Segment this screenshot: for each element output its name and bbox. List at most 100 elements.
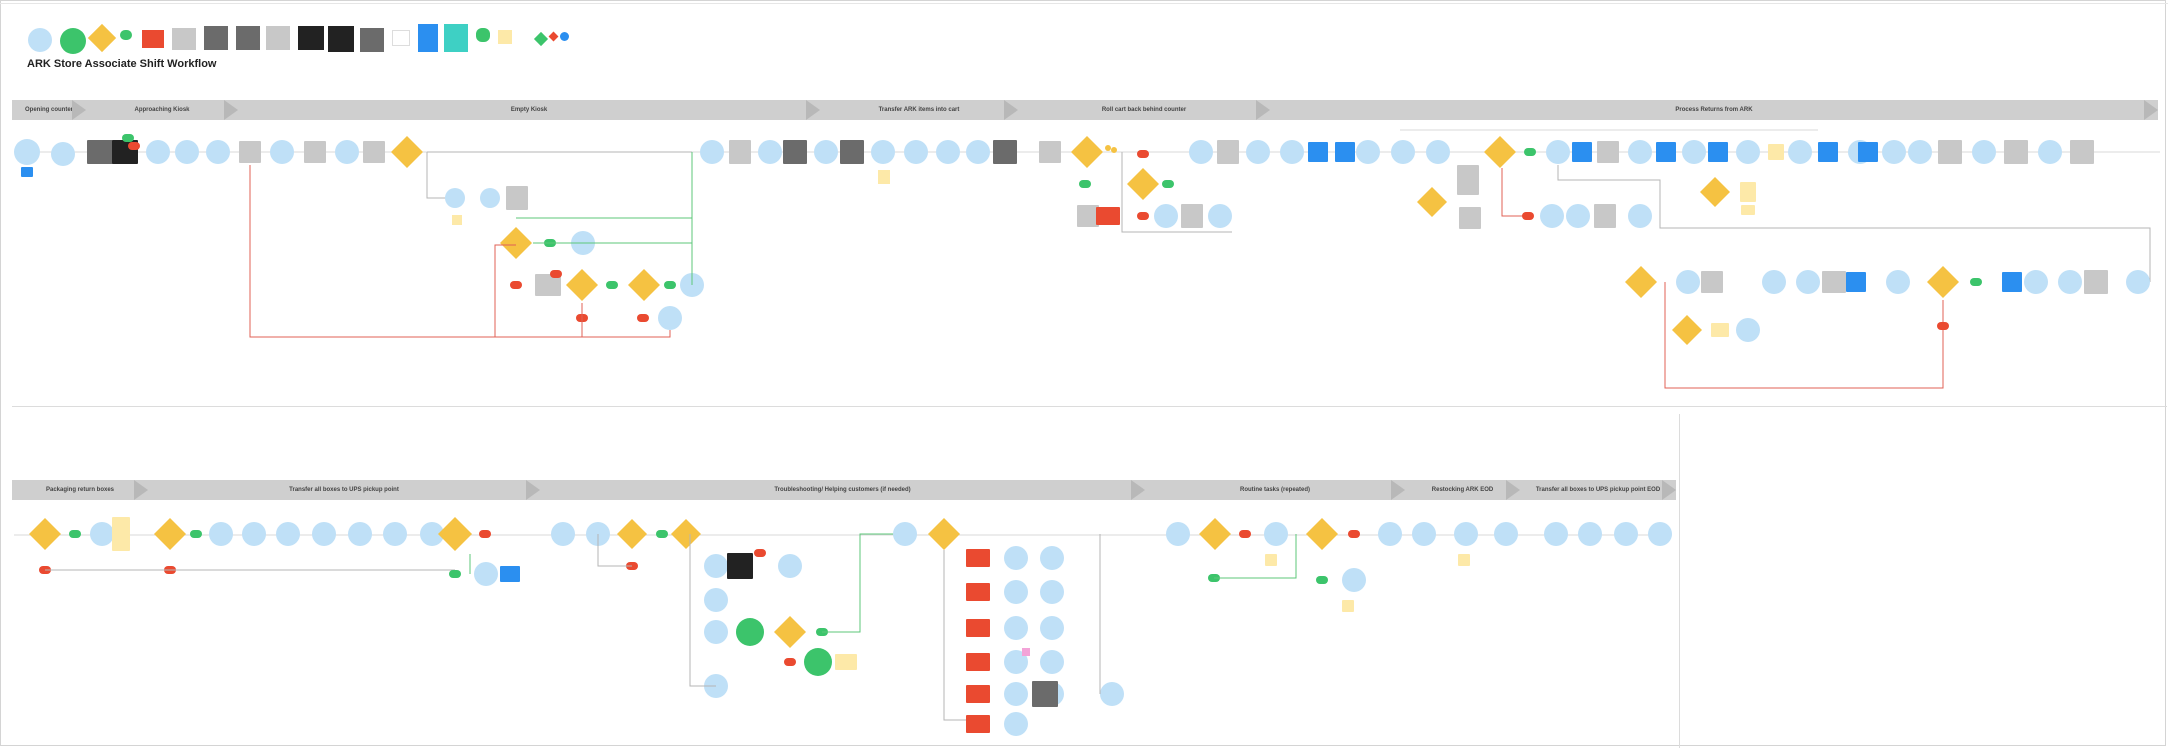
note-node [452, 215, 462, 225]
step-node [1040, 616, 1064, 640]
system-node [1938, 140, 1962, 164]
error-node [1096, 207, 1120, 225]
decision-dot [1105, 145, 1111, 151]
step-node [704, 620, 728, 644]
system-node [2084, 270, 2108, 294]
stage-bottom-label-3: Troubleshooting/ Helping customers (if n… [774, 487, 911, 493]
system-node [1457, 165, 1479, 195]
no-tag [1239, 530, 1251, 538]
system-node [1077, 205, 1099, 227]
step-node [420, 522, 444, 546]
step-node [1628, 204, 1652, 228]
note-node [1741, 205, 1755, 215]
stage-bottom-label-6: Transfer all boxes to UPS pickup point E… [1535, 487, 1661, 493]
system-node [506, 186, 528, 210]
stage-top-chevron-2 [224, 100, 238, 120]
decision-node [1306, 518, 1338, 550]
step-node [1762, 270, 1786, 294]
decision-node [1417, 187, 1447, 217]
decision-node [391, 136, 423, 168]
decision-node [566, 269, 598, 301]
error-node [966, 619, 990, 637]
legend-swatch-1 [28, 28, 52, 52]
step-node [1540, 204, 1564, 228]
stage-top-chevron-6 [2144, 100, 2158, 120]
screen-node [1708, 142, 1728, 162]
step-node [1972, 140, 1996, 164]
note-node [1265, 554, 1277, 566]
step-node [2024, 270, 2048, 294]
step-node [2058, 270, 2082, 294]
step-node [758, 140, 782, 164]
connector [1557, 165, 2151, 282]
legend-swatch-9 [266, 26, 290, 50]
note-node [1768, 144, 1784, 160]
screen-node [1335, 142, 1355, 162]
note-node [1342, 600, 1354, 612]
step-node [1040, 546, 1064, 570]
stage-bottom-chevron-2 [526, 480, 540, 500]
system-node [993, 140, 1017, 164]
step-node [1040, 580, 1064, 604]
screen-node [1818, 142, 1838, 162]
no-tag [550, 270, 562, 278]
step-node [1494, 522, 1518, 546]
step-node [270, 140, 294, 164]
decision-node [1700, 177, 1730, 207]
step-node [1004, 682, 1028, 706]
decision-node [1484, 136, 1516, 168]
step-node [480, 188, 500, 208]
system-node [2004, 140, 2028, 164]
decision-node [628, 269, 660, 301]
step-node [1154, 204, 1178, 228]
system-node [239, 141, 261, 163]
step-node [736, 618, 764, 646]
step-node [1454, 522, 1478, 546]
error-node [966, 549, 990, 567]
decision-node [29, 518, 61, 550]
screen-node [1308, 142, 1328, 162]
step-node [206, 140, 230, 164]
connector [494, 244, 516, 337]
system-node [1597, 141, 1619, 163]
step-node [904, 140, 928, 164]
system-node [1217, 140, 1239, 164]
system-node [1594, 204, 1616, 228]
step-node [1246, 140, 1270, 164]
yes-tag [1524, 148, 1536, 156]
legend-swatch-14 [418, 24, 438, 52]
decision-node [671, 519, 701, 549]
no-tag [754, 549, 766, 557]
system-node [783, 140, 807, 164]
diagram-title: ARK Store Associate Shift Workflow [27, 58, 217, 70]
stage-top-chevron-3 [806, 100, 820, 120]
step-node [1280, 140, 1304, 164]
step-node [1208, 204, 1232, 228]
step-node [209, 522, 233, 546]
legend-swatch-8 [236, 26, 260, 50]
step-node [1736, 318, 1760, 342]
system-node [1039, 141, 1061, 163]
step-node [893, 522, 917, 546]
stage-bottom-chevron-5 [1506, 480, 1520, 500]
step-node [2126, 270, 2150, 294]
note-node [878, 170, 890, 184]
screen-node [1846, 272, 1866, 292]
yes-tag [69, 530, 81, 538]
stage-bottom-label-5: Restocking ARK EOD [1431, 487, 1494, 493]
step-node [1908, 140, 1932, 164]
step-node [1004, 580, 1028, 604]
step-node [1378, 522, 1402, 546]
yes-tag [1079, 180, 1091, 188]
connector [597, 534, 632, 567]
note-node [1711, 323, 1729, 337]
decision-node [1927, 266, 1959, 298]
note-node [112, 517, 130, 551]
step-node [1648, 522, 1672, 546]
yes-tag [449, 570, 461, 578]
legend-swatch-17 [498, 30, 512, 44]
step-node [1412, 522, 1436, 546]
yes-tag [1162, 180, 1174, 188]
connector [1214, 534, 1297, 579]
